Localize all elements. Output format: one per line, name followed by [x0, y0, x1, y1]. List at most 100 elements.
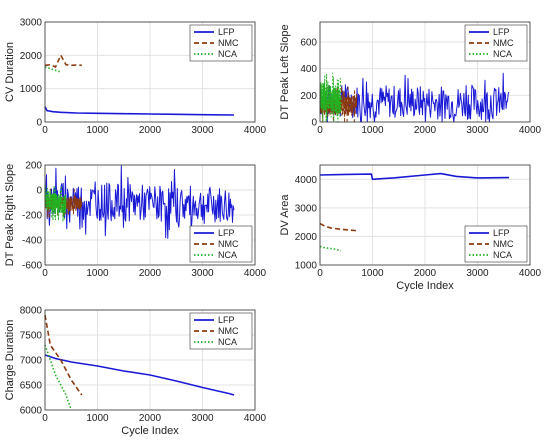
y-tick-label: 200 — [300, 91, 317, 102]
series-nca-line — [44, 183, 67, 223]
series-nmc-line — [44, 54, 82, 68]
x-tick-label: 3000 — [191, 413, 214, 424]
legend-box — [189, 225, 253, 263]
legend-box — [189, 24, 253, 62]
series-nca-line — [44, 344, 73, 411]
x-tick-label: 4000 — [244, 125, 267, 136]
y-tick-label: 0 — [36, 118, 42, 129]
y-tick-label: 3000 — [295, 203, 318, 214]
x-tick-label: 1000 — [361, 268, 384, 279]
legend-label-nmc: NMC — [218, 239, 239, 249]
legend-box — [189, 312, 253, 350]
y-tick-label: 2000 — [295, 232, 318, 243]
x-tick-label: 0 — [317, 125, 323, 136]
y-tick-label: -400 — [22, 236, 42, 247]
chart-panel-1: 0 1000 2000 3000 4000 0 1000 2000 3000 CV Duratio… — [4, 18, 267, 137]
y-axis-label: Charge Duration — [4, 320, 16, 401]
y-tick-label: -200 — [22, 211, 42, 222]
axes-frame — [44, 164, 256, 266]
axes-frame — [319, 164, 531, 266]
series-nmc-line — [319, 222, 357, 232]
x-tick-label: 0 — [317, 268, 323, 279]
legend-label-lfp: LFP — [218, 315, 235, 325]
legend-label-lfp: LFP — [493, 27, 510, 37]
y-tick-label: 2000 — [20, 51, 43, 62]
x-tick-label: 3000 — [466, 125, 489, 136]
legend-label-lfp: LFP — [218, 27, 235, 37]
chart-panel-2: 0 1000 2000 3000 4000 0 200 400 600 DT Peak Left … — [279, 21, 542, 136]
legend-label-nca: NCA — [218, 337, 237, 347]
series-lfp-line — [319, 172, 510, 181]
x-axis-label: Cycle Index — [396, 280, 454, 292]
y-axis-label: DT Peak Right Slope — [4, 164, 16, 267]
x-tick-label: 1000 — [86, 125, 109, 136]
axes-frame — [44, 309, 256, 411]
x-tick-label: 0 — [42, 413, 48, 424]
series-nca-line — [44, 66, 62, 73]
x-tick-label: 2000 — [139, 268, 162, 279]
series-lfp-line — [44, 354, 235, 396]
x-tick-label: 3000 — [191, 125, 214, 136]
legend-label-nmc: NMC — [493, 239, 514, 249]
x-tick-label: 1000 — [86, 413, 109, 424]
x-tick-label: 0 — [42, 125, 48, 136]
y-tick-label: 1000 — [295, 261, 318, 272]
x-tick-label: 4000 — [519, 125, 542, 136]
y-tick-label: 6000 — [20, 406, 43, 417]
legend-label-nca: NCA — [218, 49, 237, 59]
y-axis-label: DT Peak Left Slope — [279, 24, 291, 119]
axes-frame — [44, 21, 256, 123]
legend-label-lfp: LFP — [218, 228, 235, 238]
y-tick-label: 400 — [300, 64, 317, 75]
x-tick-label: 1000 — [86, 268, 109, 279]
y-tick-label: 200 — [25, 161, 42, 172]
x-tick-label: 1000 — [361, 125, 384, 136]
y-tick-label: 3000 — [20, 18, 43, 29]
legend-label-nca: NCA — [493, 49, 512, 59]
x-tick-label: 2000 — [139, 413, 162, 424]
chart-panel-5: 0 1000 2000 3000 4000 6000 6500 7000 7500 8000 Cha… — [4, 306, 267, 438]
y-axis-label: DV Area — [279, 194, 291, 236]
y-tick-label: 4000 — [295, 175, 318, 186]
x-tick-label: 0 — [42, 268, 48, 279]
y-tick-label: 7000 — [20, 356, 43, 367]
series-nca-line — [319, 72, 342, 123]
y-tick-label: 1000 — [20, 84, 43, 95]
x-tick-label: 2000 — [414, 125, 437, 136]
legend-label-nca: NCA — [218, 250, 237, 260]
x-tick-label: 4000 — [519, 268, 542, 279]
x-tick-label: 4000 — [244, 413, 267, 424]
chart-panel-3: 0 1000 2000 3000 4000 -600 -400 -200 0 200 DT Peak… — [4, 161, 267, 280]
x-tick-label: 2000 — [414, 268, 437, 279]
y-tick-label: 7500 — [20, 331, 43, 342]
series-nca-line — [319, 245, 342, 252]
legend-label-nmc: NMC — [218, 38, 239, 48]
legend-box — [464, 225, 528, 263]
x-tick-label: 2000 — [139, 125, 162, 136]
x-axis-label: Cycle Index — [121, 425, 179, 437]
legend-label-nmc: NMC — [493, 38, 514, 48]
legend-box — [464, 24, 528, 62]
y-tick-label: 600 — [300, 38, 317, 49]
legend-label-lfp: LFP — [493, 228, 510, 238]
x-tick-label: 3000 — [191, 268, 214, 279]
y-tick-label: 0 — [311, 118, 317, 129]
y-tick-label: 0 — [36, 186, 42, 197]
legend-label-nca: NCA — [493, 250, 512, 260]
y-axis-label: CV Duration — [4, 42, 16, 102]
y-tick-label: -600 — [22, 261, 42, 272]
axes-frame — [319, 21, 531, 123]
x-tick-label: 4000 — [244, 268, 267, 279]
x-tick-label: 3000 — [466, 268, 489, 279]
y-tick-label: 8000 — [20, 306, 43, 317]
y-tick-label: 6500 — [20, 381, 43, 392]
legend-label-nmc: NMC — [218, 326, 239, 336]
series-lfp-line — [44, 106, 235, 116]
